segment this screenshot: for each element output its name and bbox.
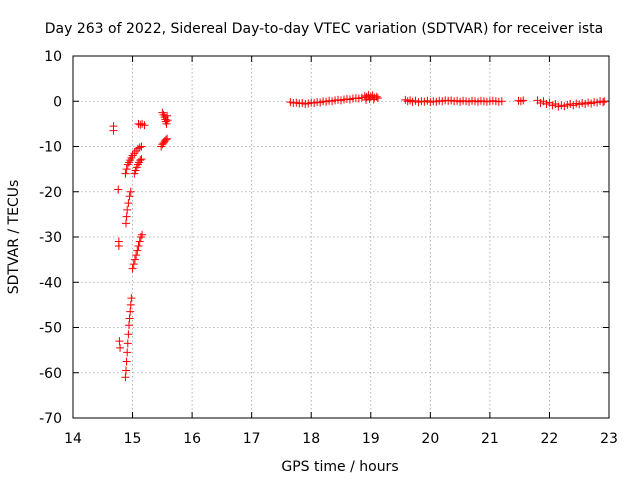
x-tick-label: 16 bbox=[183, 431, 201, 447]
x-tick-label: 20 bbox=[421, 431, 439, 447]
x-tick-label: 15 bbox=[124, 431, 142, 447]
data-point bbox=[109, 126, 118, 135]
y-tick-label: -50 bbox=[39, 321, 62, 337]
data-point bbox=[137, 142, 146, 151]
data-point bbox=[600, 97, 609, 106]
data-point bbox=[163, 134, 172, 143]
tick-labels: 14 15 16 17 18 19 20 21 22 23 10 0 -10 -20 -30 -40 -50 -6… bbox=[39, 49, 618, 447]
x-tick-label: 19 bbox=[362, 431, 380, 447]
x-tick-label: 17 bbox=[243, 431, 261, 447]
data-point bbox=[114, 242, 123, 251]
data-point bbox=[122, 357, 131, 366]
data-point bbox=[140, 121, 149, 130]
data-point bbox=[135, 143, 144, 152]
data-point bbox=[126, 300, 135, 309]
data-point bbox=[138, 230, 147, 239]
data-point bbox=[122, 212, 131, 221]
y-tick-label: -20 bbox=[39, 185, 62, 201]
data-point bbox=[369, 95, 378, 104]
data-point bbox=[373, 94, 382, 103]
data-point bbox=[122, 366, 131, 375]
data-point bbox=[130, 169, 139, 178]
x-tick-label: 21 bbox=[481, 431, 499, 447]
x-tick-label: 18 bbox=[302, 431, 320, 447]
data-point bbox=[360, 91, 369, 100]
data-point bbox=[162, 119, 171, 128]
data-point bbox=[121, 169, 130, 178]
data-point bbox=[362, 95, 371, 104]
data-point bbox=[127, 294, 136, 303]
grid bbox=[73, 56, 609, 418]
data-point bbox=[122, 219, 131, 228]
y-tick-label: 10 bbox=[44, 49, 62, 65]
data-point bbox=[134, 242, 143, 251]
data-point bbox=[163, 111, 172, 120]
data-point bbox=[125, 314, 134, 323]
data-point bbox=[163, 116, 172, 125]
data-point bbox=[132, 251, 141, 260]
data-point bbox=[124, 199, 133, 208]
data-point bbox=[132, 147, 141, 156]
data-point bbox=[121, 373, 130, 382]
x-axis-label: GPS time / hours bbox=[281, 459, 398, 475]
data-point bbox=[123, 205, 132, 214]
y-tick-label: -30 bbox=[39, 230, 62, 246]
data-point bbox=[114, 185, 123, 194]
data-point bbox=[124, 321, 133, 330]
data-point bbox=[137, 155, 146, 164]
y-tick-label: -10 bbox=[39, 140, 62, 156]
data-point bbox=[124, 330, 133, 339]
y-tick-label: -40 bbox=[39, 275, 62, 291]
data-point bbox=[122, 165, 131, 174]
data-point bbox=[130, 255, 139, 264]
data-point bbox=[125, 192, 134, 201]
data-point bbox=[128, 264, 137, 273]
data-point bbox=[123, 348, 132, 357]
data-point bbox=[133, 144, 142, 153]
data-point bbox=[519, 96, 528, 105]
data-point bbox=[129, 260, 138, 269]
data-points bbox=[109, 90, 609, 382]
data-point bbox=[133, 246, 142, 255]
data-point bbox=[131, 166, 140, 175]
data-point bbox=[497, 97, 506, 106]
data-point bbox=[135, 237, 144, 246]
y-tick-label: -60 bbox=[39, 366, 62, 382]
y-axis-label: SDTVAR / TECUs bbox=[6, 180, 22, 295]
data-point bbox=[599, 98, 608, 107]
data-point bbox=[161, 135, 170, 144]
chart-title: Day 263 of 2022, Sidereal Day-to-day VTE… bbox=[45, 21, 603, 37]
axis-ticks bbox=[72, 55, 610, 419]
data-point bbox=[136, 233, 145, 241]
data-point bbox=[126, 187, 135, 196]
y-tick-label: -70 bbox=[39, 411, 62, 427]
data-point bbox=[123, 339, 132, 348]
x-tick-label: 22 bbox=[541, 431, 559, 447]
x-tick-label: 23 bbox=[600, 431, 618, 447]
data-point bbox=[136, 156, 145, 165]
x-tick-label: 14 bbox=[64, 431, 82, 447]
data-point bbox=[126, 307, 135, 316]
y-tick-label: 0 bbox=[53, 94, 62, 110]
data-point bbox=[115, 337, 124, 346]
data-point bbox=[116, 343, 125, 352]
